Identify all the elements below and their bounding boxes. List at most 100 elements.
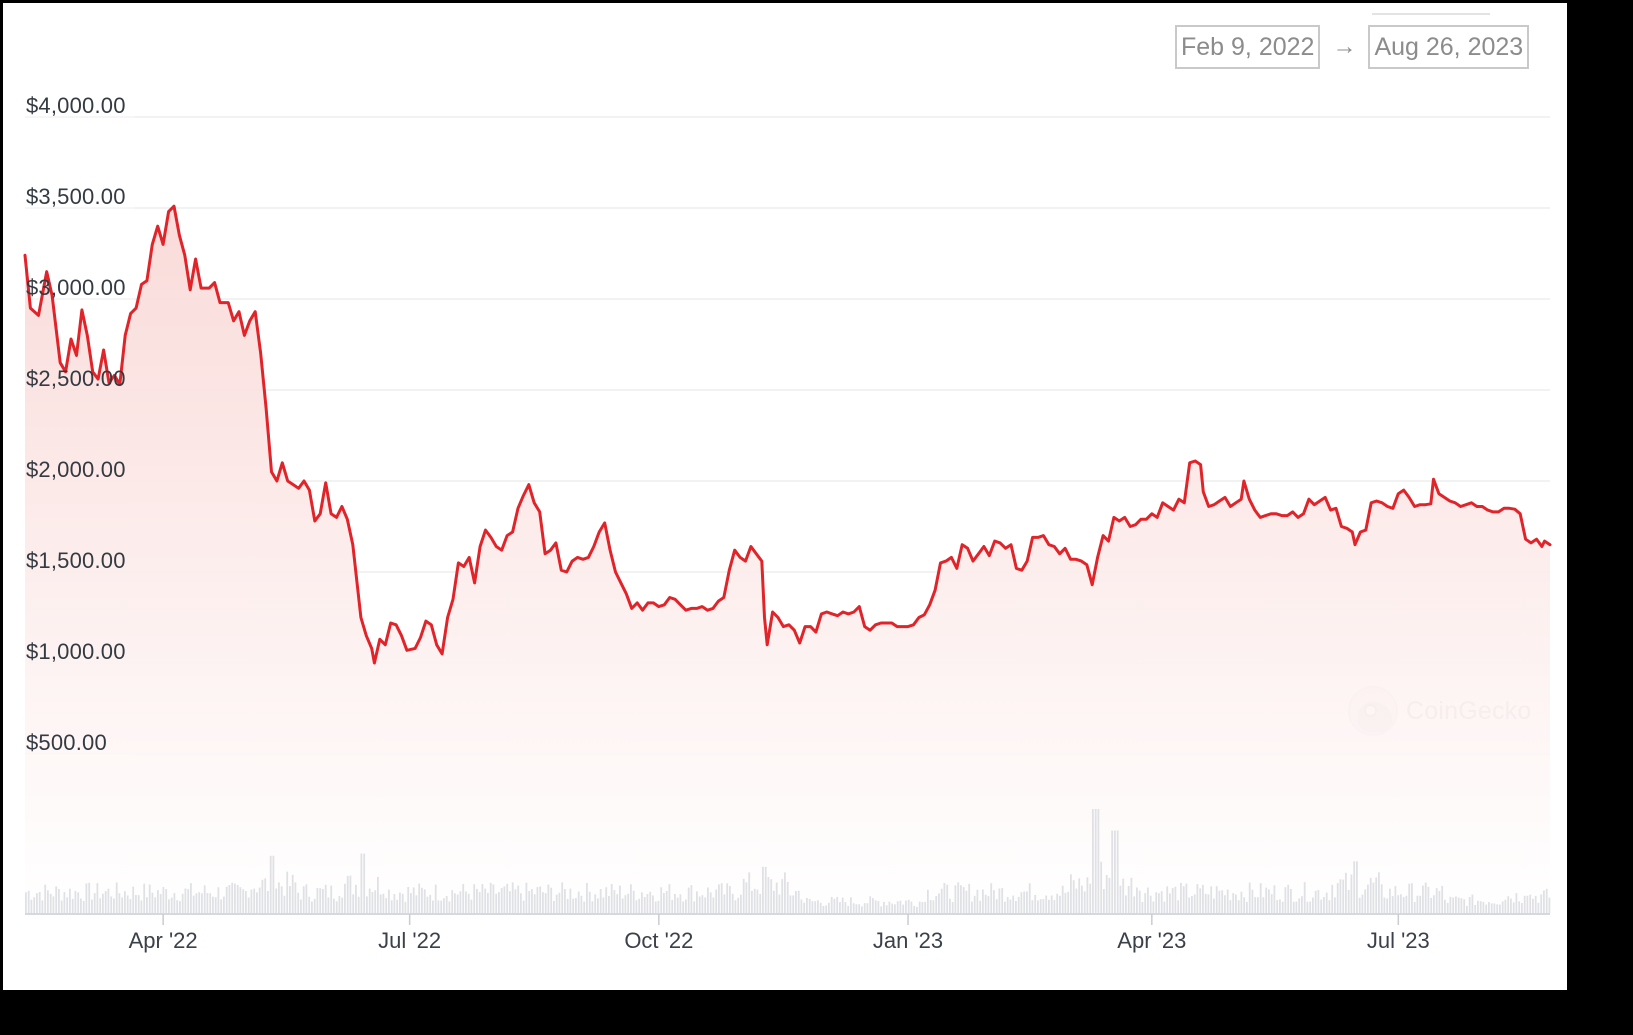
volume-bar bbox=[740, 894, 742, 913]
volume-bar bbox=[841, 897, 844, 913]
volume-bar bbox=[1400, 894, 1402, 913]
volume-bar bbox=[1199, 888, 1202, 913]
volume-bar bbox=[91, 899, 93, 913]
volume-bar bbox=[968, 883, 971, 913]
volume-bar bbox=[1358, 897, 1361, 913]
volume-bar bbox=[1149, 895, 1152, 913]
volume-bar bbox=[234, 883, 236, 913]
volume-bar bbox=[1290, 889, 1292, 913]
volume-bar bbox=[1122, 878, 1125, 913]
y-axis-tick-label: $4,000.00 bbox=[26, 93, 126, 118]
arrow-right-icon: → bbox=[1332, 33, 1357, 60]
volume-bar bbox=[1108, 877, 1111, 913]
volume-bar bbox=[1298, 898, 1301, 913]
volume-bar bbox=[539, 886, 542, 913]
volume-bar bbox=[360, 853, 363, 913]
volume-bar bbox=[1364, 889, 1367, 913]
volume-bar bbox=[528, 891, 531, 913]
volume-bar bbox=[619, 885, 621, 913]
volume-bar bbox=[558, 892, 561, 913]
volume-bar bbox=[1053, 900, 1056, 913]
volume-bar bbox=[1284, 887, 1287, 913]
start-date-field[interactable]: Feb 9, 2022 bbox=[1175, 25, 1321, 69]
volume-bar bbox=[165, 889, 168, 913]
volume-bar bbox=[44, 884, 47, 913]
volume-bar bbox=[338, 896, 341, 913]
volume-bar bbox=[121, 897, 124, 913]
end-date-field[interactable]: Aug 26, 2023 bbox=[1368, 25, 1530, 69]
volume-bar bbox=[1155, 892, 1158, 913]
volume-bar bbox=[789, 895, 792, 913]
volume-bar bbox=[478, 892, 481, 913]
volume-bar bbox=[1136, 887, 1138, 913]
volume-bar bbox=[888, 901, 891, 913]
volume-bar bbox=[1468, 897, 1471, 913]
volume-bar bbox=[927, 889, 929, 913]
volume-bar bbox=[201, 893, 203, 913]
volume-bar bbox=[137, 895, 140, 913]
volume-bar bbox=[1422, 885, 1424, 913]
price-chart[interactable] bbox=[3, 3, 1567, 990]
volume-bar bbox=[1312, 897, 1314, 913]
volume-bar bbox=[1262, 897, 1265, 913]
volume-bar bbox=[484, 888, 487, 913]
volume-bar bbox=[1342, 879, 1345, 913]
volume-bar bbox=[1020, 892, 1023, 913]
date-range-picker: Feb 9, 2022 → Aug 26, 2023 bbox=[1175, 25, 1530, 69]
volume-bar bbox=[605, 887, 608, 913]
volume-bar bbox=[269, 855, 272, 913]
volume-bar bbox=[1405, 895, 1408, 913]
volume-bar bbox=[676, 897, 679, 913]
volume-bar bbox=[1540, 894, 1543, 913]
volume-bar bbox=[1116, 830, 1119, 913]
volume-bar bbox=[599, 889, 602, 913]
volume-bar bbox=[872, 898, 874, 913]
volume-bar bbox=[701, 895, 704, 913]
volume-bar bbox=[1317, 889, 1320, 913]
volume-bar bbox=[157, 890, 159, 913]
volume-bar bbox=[1336, 883, 1339, 913]
volume-bar bbox=[731, 893, 734, 913]
volume-bar bbox=[1204, 893, 1207, 913]
volume-bar bbox=[674, 894, 676, 913]
volume-bar bbox=[346, 875, 349, 913]
volume-bar bbox=[60, 900, 63, 913]
volume-bar bbox=[921, 902, 924, 913]
volume-bar bbox=[1424, 882, 1427, 913]
volume-bar bbox=[709, 892, 712, 913]
volume-bar bbox=[151, 892, 154, 913]
volume-bar bbox=[1207, 894, 1210, 913]
volume-bar bbox=[855, 904, 858, 913]
volume-bar bbox=[896, 901, 899, 913]
volume-bar bbox=[410, 893, 412, 913]
y-axis-tick-label: $500.00 bbox=[26, 730, 107, 755]
volume-bar bbox=[223, 896, 225, 913]
volume-bar bbox=[1331, 884, 1334, 913]
volume-bar bbox=[388, 889, 390, 913]
volume-bar bbox=[181, 893, 184, 913]
volume-bar bbox=[256, 892, 258, 913]
volume-bar bbox=[536, 887, 539, 913]
volume-bar bbox=[1518, 901, 1521, 913]
volume-bar bbox=[635, 900, 638, 913]
volume-bar bbox=[1301, 896, 1303, 913]
volume-bar bbox=[572, 898, 575, 913]
volume-bar bbox=[206, 893, 209, 913]
volume-bar bbox=[385, 898, 388, 913]
volume-bar bbox=[1006, 897, 1009, 913]
volume-bar bbox=[322, 888, 324, 913]
volume-bar bbox=[93, 893, 96, 913]
volume-bar bbox=[894, 904, 896, 913]
volume-bar bbox=[718, 884, 720, 913]
volume-bar bbox=[283, 895, 286, 913]
volume-bar bbox=[715, 889, 718, 913]
volume-bar bbox=[1438, 890, 1441, 913]
volume-bar bbox=[352, 894, 355, 913]
y-axis-tick-label: $3,500.00 bbox=[26, 184, 126, 209]
volume-bar bbox=[1004, 901, 1006, 913]
volume-bar bbox=[327, 897, 330, 913]
volume-bar bbox=[850, 897, 852, 913]
volume-bar bbox=[624, 895, 627, 913]
volume-bar bbox=[1045, 895, 1048, 913]
volume-bar bbox=[1350, 874, 1353, 913]
